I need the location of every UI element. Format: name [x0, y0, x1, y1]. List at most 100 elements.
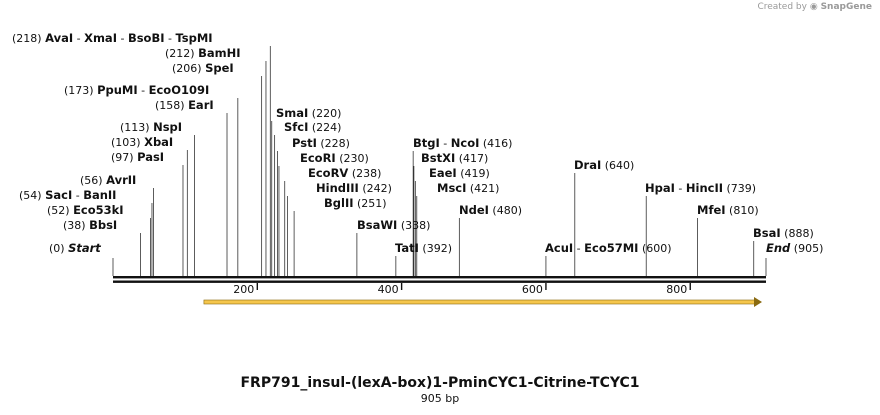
- site-label-mfei: MfeI (810): [697, 203, 759, 217]
- credit-brand: SnapGene: [820, 2, 872, 12]
- enzyme-name-banii: BanII: [83, 188, 116, 202]
- backbone-line-top: [113, 276, 766, 279]
- sequence-map: 200 400 600 800 (0) Start(38) BbsI(52) Eco5…: [12, 31, 823, 307]
- site-label-hpai-hincii: HpaI - HincII (739): [645, 181, 756, 195]
- ruler-tick-label-800: 800: [666, 283, 687, 296]
- enzyme-name-bstxi: BstXI: [421, 151, 455, 165]
- site-label-saci-banii: (54) SacI - BanII: [19, 188, 116, 202]
- site-label-pasi: (97) PasI: [111, 150, 164, 164]
- enzyme-name-ndei: NdeI: [459, 203, 489, 217]
- site-position: (251): [354, 197, 387, 210]
- site-label-msci: MscI (421): [437, 181, 499, 195]
- enzyme-name-eco53ki: Eco53kI: [73, 203, 124, 217]
- site-position: (421): [466, 182, 499, 195]
- site-label-spei: (206) SpeI: [172, 61, 234, 75]
- enzyme-name-tati: TatI: [395, 241, 419, 255]
- enzyme-name-bamhi: BamHI: [198, 46, 240, 60]
- construct-length: 905 bp: [420, 392, 460, 405]
- site-position: (113): [120, 121, 153, 134]
- site-label-ecorv: EcoRV (238): [308, 166, 381, 180]
- site-label-ppumi-ecoo109i: (173) PpuMI - EcoO109I: [64, 83, 209, 97]
- enzyme-name-hpai: HpaI: [645, 181, 675, 195]
- enzyme-name-saci: SacI: [45, 188, 72, 202]
- site-position: (242): [359, 182, 392, 195]
- site-position: (38): [63, 219, 89, 232]
- enzyme-name-acui: AcuI: [545, 241, 573, 255]
- site-leaders: [112, 46, 767, 276]
- enzyme-name-smai: SmaI: [276, 106, 308, 120]
- enzyme-name-msci: MscI: [437, 181, 466, 195]
- site-position: (224): [308, 121, 341, 134]
- enzyme-name-end: End: [766, 241, 791, 255]
- site-position: (888): [781, 227, 814, 240]
- enzyme-name-avai: AvaI: [45, 31, 73, 45]
- enzyme-name-hincii: HincII: [686, 181, 723, 195]
- created-by-credit: Created by ◉ SnapGene: [757, 2, 872, 12]
- site-label-nspi: (113) NspI: [120, 120, 182, 134]
- feature-citrine-arrowhead: [754, 297, 762, 307]
- site-label-tati: TatI (392): [395, 241, 452, 255]
- enzyme-name-ecori: EcoRI: [300, 151, 336, 165]
- site-position: (416): [479, 137, 512, 150]
- site-position: (338): [397, 219, 430, 232]
- site-label-bbsi: (38) BbsI: [63, 218, 117, 232]
- position-ruler: 200 400 600 800: [233, 283, 691, 296]
- enzyme-name-eaei: EaeI: [429, 166, 457, 180]
- feature-track: [203, 297, 762, 307]
- site-label-bsawi: BsaWI (338): [357, 218, 430, 232]
- name-separator: -: [117, 32, 128, 45]
- site-position: (640): [601, 159, 634, 172]
- site-label-hindiii: HindIII (242): [316, 181, 392, 195]
- site-position: (600): [638, 242, 671, 255]
- site-label-xbai: (103) XbaI: [111, 135, 173, 149]
- site-position: (228): [317, 137, 350, 150]
- enzyme-name-bsawi: BsaWI: [357, 218, 397, 232]
- name-separator: -: [138, 84, 149, 97]
- enzyme-name-ppumi: PpuMI: [97, 83, 138, 97]
- name-separator: -: [72, 189, 83, 202]
- name-separator: -: [73, 32, 84, 45]
- site-label-avrii: (56) AvrII: [80, 173, 136, 187]
- name-separator: -: [440, 137, 451, 150]
- site-label-start: (0) Start: [49, 241, 101, 255]
- site-label-bstxi: BstXI (417): [421, 151, 488, 165]
- enzyme-name-ecorv: EcoRV: [308, 166, 348, 180]
- ruler-tick-label-200: 200: [233, 283, 254, 296]
- ruler-tick-label-600: 600: [522, 283, 543, 296]
- snapgene-logo-icon: ◉: [809, 2, 818, 12]
- site-position: (238): [348, 167, 381, 180]
- enzyme-name-bbsi: BbsI: [89, 218, 117, 232]
- site-label-ndei: NdeI (480): [459, 203, 522, 217]
- site-position: (417): [455, 152, 488, 165]
- enzyme-name-eari: EarI: [188, 98, 214, 112]
- name-separator: -: [165, 32, 176, 45]
- site-position: (230): [336, 152, 369, 165]
- site-position: (392): [419, 242, 452, 255]
- enzyme-name-bsobi: BsoBI: [128, 31, 165, 45]
- site-label-smai: SmaI (220): [276, 106, 341, 120]
- site-position: (419): [457, 167, 490, 180]
- credit-prefix: Created by: [757, 2, 807, 12]
- enzyme-name-start: Start: [68, 241, 101, 255]
- site-label-btgi-ncoi: BtgI - NcoI (416): [413, 136, 512, 150]
- enzyme-name-xbai: XbaI: [144, 135, 173, 149]
- site-position: (0): [49, 242, 68, 255]
- site-position: (158): [155, 99, 188, 112]
- enzyme-name-drai: DraI: [574, 158, 601, 172]
- site-position: (52): [47, 204, 73, 217]
- site-label-eaei: EaeI (419): [429, 166, 490, 180]
- name-separator: -: [573, 242, 584, 255]
- site-position: (56): [80, 174, 106, 187]
- site-position: (54): [19, 189, 45, 202]
- enzyme-name-hindiii: HindIII: [316, 181, 359, 195]
- feature-citrine-body: [203, 299, 757, 305]
- enzyme-name-bglii: BglII: [324, 196, 354, 210]
- site-position: (206): [172, 62, 205, 75]
- site-label-bglii: BglII (251): [324, 196, 387, 210]
- enzyme-name-nspi: NspI: [153, 120, 182, 134]
- enzyme-name-sfci: SfcI: [284, 120, 308, 134]
- enzyme-name-avrii: AvrII: [106, 173, 136, 187]
- enzyme-name-btgi: BtgI: [413, 136, 440, 150]
- enzyme-name-eco57mi: Eco57MI: [584, 241, 638, 255]
- site-label-acui-eco57mi: AcuI - Eco57MI (600): [545, 241, 672, 255]
